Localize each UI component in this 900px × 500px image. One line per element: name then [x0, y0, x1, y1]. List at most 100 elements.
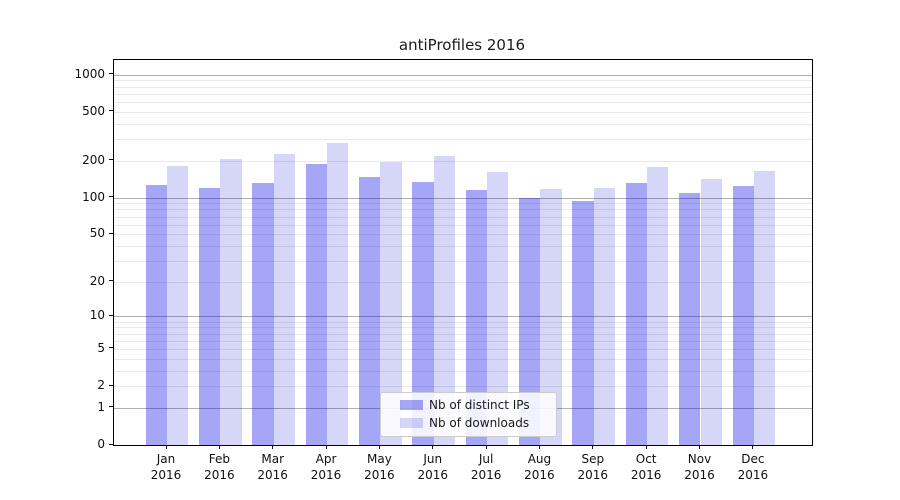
- y-tick-mark: [109, 314, 113, 316]
- gridline-minor: [114, 281, 812, 283]
- bar-ips-sep: [572, 200, 594, 445]
- bar-ips-may: [359, 176, 381, 445]
- gridline-minor: [114, 86, 812, 88]
- bar-downloads-feb: [220, 158, 242, 445]
- gridline-minor: [114, 224, 812, 226]
- x-tick-label: Dec 2016: [737, 452, 769, 482]
- x-tick-label: Sep 2016: [577, 452, 609, 482]
- gridline-minor: [114, 234, 812, 236]
- y-tick-label: 1000: [74, 66, 105, 81]
- bar-downloads-oct: [647, 166, 669, 445]
- gridline-minor: [114, 321, 812, 323]
- x-tick-label: Jun 2016: [417, 452, 449, 482]
- bar-ips-oct: [625, 182, 648, 445]
- y-tick-mark: [109, 443, 113, 445]
- y-tick-label: 100: [82, 189, 105, 204]
- x-tick-mark: [218, 445, 220, 449]
- gridline-major: [114, 74, 812, 76]
- gridline-minor: [114, 203, 812, 205]
- bar-ips-feb: [199, 187, 221, 445]
- bar-downloads-jul: [487, 171, 509, 445]
- y-tick-mark: [109, 196, 113, 198]
- y-tick-mark: [109, 406, 113, 408]
- x-tick-mark: [538, 445, 540, 449]
- x-tick-label: Aug 2016: [524, 452, 555, 482]
- y-tick-mark: [109, 73, 113, 75]
- legend-swatch-downloads: [400, 418, 423, 428]
- bar-downloads-dec: [753, 171, 776, 445]
- gridline-minor: [114, 370, 812, 372]
- y-tick-label: 10: [89, 308, 105, 323]
- x-tick-mark: [485, 445, 487, 449]
- bar-ips-mar: [252, 182, 274, 445]
- bar-downloads-sep: [593, 187, 616, 445]
- bar-ips-nov: [679, 193, 701, 445]
- bar-downloads-aug: [540, 188, 562, 445]
- gridline-minor: [114, 139, 812, 141]
- bar-ips-jun: [412, 182, 434, 445]
- y-tick-mark: [109, 280, 113, 282]
- gridline-minor: [114, 111, 812, 113]
- bar-downloads-nov: [700, 178, 722, 445]
- bar-ips-aug: [519, 197, 541, 445]
- bar-downloads-may: [380, 161, 402, 445]
- x-tick-mark: [645, 445, 647, 449]
- y-tick-label: 200: [82, 152, 105, 167]
- gridline-minor: [114, 102, 812, 104]
- legend-entry-downloads: Nb of downloads: [400, 416, 546, 430]
- x-tick-mark: [272, 445, 274, 449]
- x-tick-mark: [325, 445, 327, 449]
- bar-ips-jul: [465, 190, 488, 445]
- x-tick-mark: [432, 445, 434, 449]
- x-tick-label: Mar 2016: [257, 452, 288, 482]
- gridline-major: [114, 316, 812, 318]
- x-tick-mark: [752, 445, 754, 449]
- chart-title: antiProfiles 2016: [398, 36, 526, 54]
- gridline-minor: [114, 340, 812, 342]
- legend-label-downloads: Nb of downloads: [429, 416, 530, 430]
- bar-downloads-jun: [433, 155, 456, 445]
- gridline-minor: [114, 123, 812, 125]
- gridline-minor: [114, 386, 812, 388]
- y-tick-mark: [109, 232, 113, 234]
- bar-downloads-mar: [273, 154, 296, 445]
- bar-ips-apr: [305, 164, 328, 445]
- x-tick-label: Jul 2016: [470, 452, 502, 482]
- y-tick-mark: [109, 110, 113, 112]
- bar-downloads-jan: [167, 166, 189, 445]
- y-tick-label: 5: [97, 340, 105, 355]
- x-tick-label: Nov 2016: [684, 452, 715, 482]
- y-tick-mark: [109, 384, 113, 386]
- gridline-minor: [114, 209, 812, 211]
- y-tick-label: 500: [82, 103, 105, 118]
- y-tick-label: 50: [89, 226, 105, 241]
- x-tick-mark: [378, 445, 380, 449]
- x-tick-label: Apr 2016: [310, 452, 342, 482]
- legend-label-distinct-ips: Nb of distinct IPs: [429, 398, 530, 412]
- gridline-minor: [114, 160, 812, 162]
- gridline-minor: [114, 260, 812, 262]
- bar-ips-jan: [145, 184, 167, 445]
- x-tick-mark: [165, 445, 167, 449]
- x-tick-mark: [592, 445, 594, 449]
- x-tick-label: Jan 2016: [150, 452, 182, 482]
- y-tick-label: 0: [97, 437, 105, 451]
- gridline-minor: [114, 216, 812, 218]
- legend: Nb of distinct IPs Nb of downloads: [380, 392, 557, 437]
- y-tick-label: 2: [97, 378, 105, 393]
- legend-swatch-distinct-ips: [400, 400, 423, 410]
- gridline-major: [114, 197, 812, 199]
- legend-entry-distinct-ips: Nb of distinct IPs: [400, 398, 546, 412]
- gridline-minor: [114, 93, 812, 95]
- y-tick-label: 20: [89, 273, 105, 288]
- x-tick-mark: [699, 445, 700, 449]
- gridline-minor: [114, 348, 812, 350]
- x-tick-label: Feb 2016: [204, 452, 235, 482]
- y-tick-mark: [109, 347, 113, 349]
- plot-area: Nb of distinct IPs Nb of downloads: [113, 59, 813, 446]
- gridline-minor: [114, 358, 812, 360]
- gridline-minor: [114, 245, 812, 247]
- x-tick-label: Oct 2016: [630, 452, 662, 482]
- y-tick-mark: [109, 159, 113, 161]
